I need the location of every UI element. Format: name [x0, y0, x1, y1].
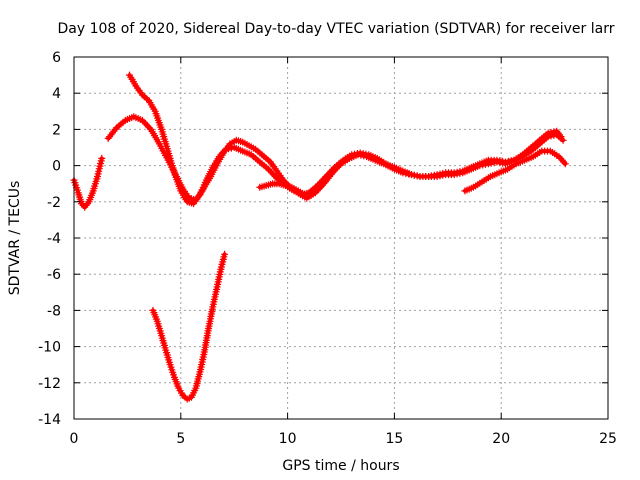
data-series: [70, 71, 569, 403]
y-tick-label: -12: [38, 376, 61, 392]
x-tick-label: 20: [492, 431, 510, 447]
series-track-3: [126, 71, 565, 208]
y-axis-label: SDTVAR / TECUs: [7, 181, 23, 296]
data-point: [301, 191, 309, 199]
series-track-4: [149, 250, 229, 403]
x-tick-label: 10: [279, 431, 297, 447]
data-point: [221, 250, 229, 258]
series-track-5: [256, 180, 309, 199]
axis-ticks: 0 5 10 15 20 25 -14 -12 -10 -8 -6 -4 -2 0 2 4 6: [38, 50, 617, 447]
series-track-6: [461, 147, 569, 195]
data-point: [557, 133, 565, 141]
x-tick-label: 0: [70, 431, 79, 447]
x-axis-label: GPS time / hours: [282, 458, 399, 474]
x-tick-label: 25: [599, 431, 617, 447]
y-tick-label: -14: [38, 412, 61, 428]
y-tick-label: 0: [52, 159, 61, 175]
y-tick-label: -6: [47, 267, 61, 283]
data-point: [561, 160, 569, 168]
y-tick-label: -2: [47, 195, 61, 211]
x-tick-label: 5: [176, 431, 185, 447]
grid: [74, 57, 608, 419]
chart-title: Day 108 of 2020, Sidereal Day-to-day VTE…: [58, 21, 615, 37]
y-tick-label: 4: [52, 86, 61, 102]
x-tick-label: 15: [385, 431, 403, 447]
data-point: [98, 154, 106, 162]
y-tick-label: -10: [38, 340, 61, 356]
y-tick-label: -8: [47, 303, 61, 319]
y-tick-label: -4: [47, 231, 61, 247]
y-tick-label: 6: [52, 50, 61, 66]
data-point: [559, 136, 567, 144]
y-tick-label: 2: [52, 122, 61, 138]
